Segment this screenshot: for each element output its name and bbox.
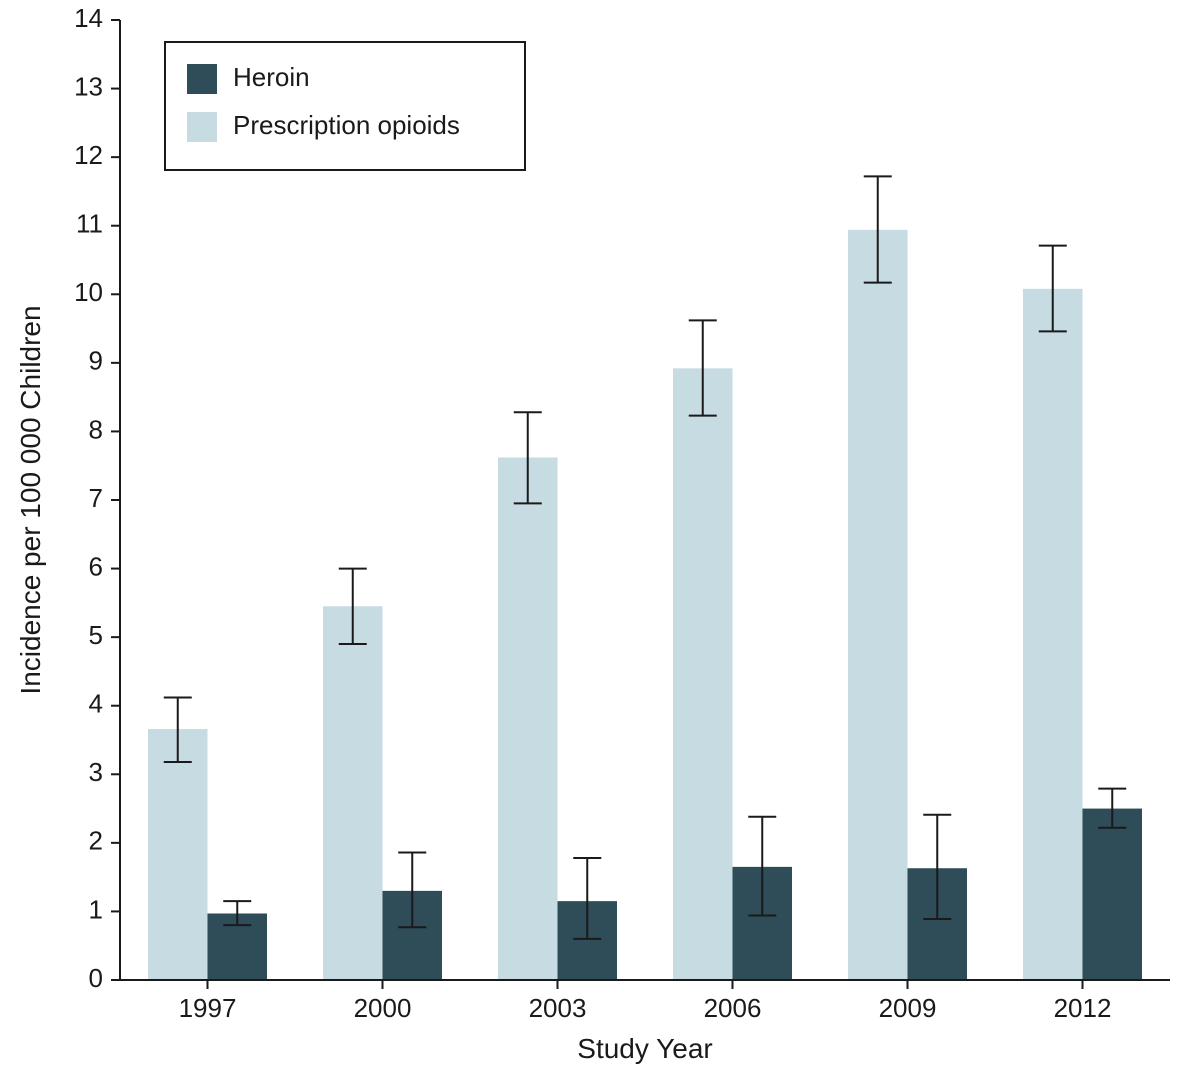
bar-prescription-opioids: [323, 606, 383, 980]
opioid-incidence-chart: 0123456789101112131419972000200320062009…: [0, 0, 1200, 1075]
legend-label: Heroin: [233, 62, 310, 92]
y-tick-label: 0: [89, 963, 103, 993]
legend-box: [165, 42, 525, 170]
legend-label: Prescription opioids: [233, 110, 460, 140]
y-tick-label: 11: [76, 209, 103, 239]
x-tick-label: 2003: [529, 993, 587, 1023]
y-tick-label: 3: [89, 757, 103, 787]
bar-heroin: [1083, 809, 1143, 980]
legend-swatch: [187, 64, 217, 94]
y-tick-label: 1: [89, 894, 103, 924]
x-tick-label: 2012: [1054, 993, 1112, 1023]
y-tick-label: 10: [74, 277, 103, 307]
bar-prescription-opioids: [848, 230, 908, 980]
y-tick-label: 2: [89, 826, 103, 856]
y-tick-label: 13: [74, 71, 103, 101]
chart-svg: 0123456789101112131419972000200320062009…: [0, 0, 1200, 1075]
x-tick-label: 2006: [704, 993, 762, 1023]
y-axis-label: Incidence per 100 000 Children: [15, 305, 46, 694]
y-tick-label: 12: [74, 140, 103, 170]
x-tick-label: 2009: [879, 993, 937, 1023]
bar-prescription-opioids: [148, 729, 208, 980]
y-tick-label: 6: [89, 551, 103, 581]
x-axis-label: Study Year: [577, 1033, 712, 1064]
x-tick-label: 1997: [179, 993, 237, 1023]
y-tick-label: 14: [74, 3, 103, 33]
bar-prescription-opioids: [1023, 289, 1083, 980]
x-tick-label: 2000: [354, 993, 412, 1023]
y-tick-label: 4: [89, 689, 103, 719]
y-tick-label: 9: [89, 346, 103, 376]
bar-prescription-opioids: [498, 457, 558, 980]
y-tick-label: 7: [89, 483, 103, 513]
legend-swatch: [187, 112, 217, 142]
y-tick-label: 5: [89, 620, 103, 650]
y-tick-label: 8: [89, 414, 103, 444]
bar-prescription-opioids: [673, 368, 733, 980]
